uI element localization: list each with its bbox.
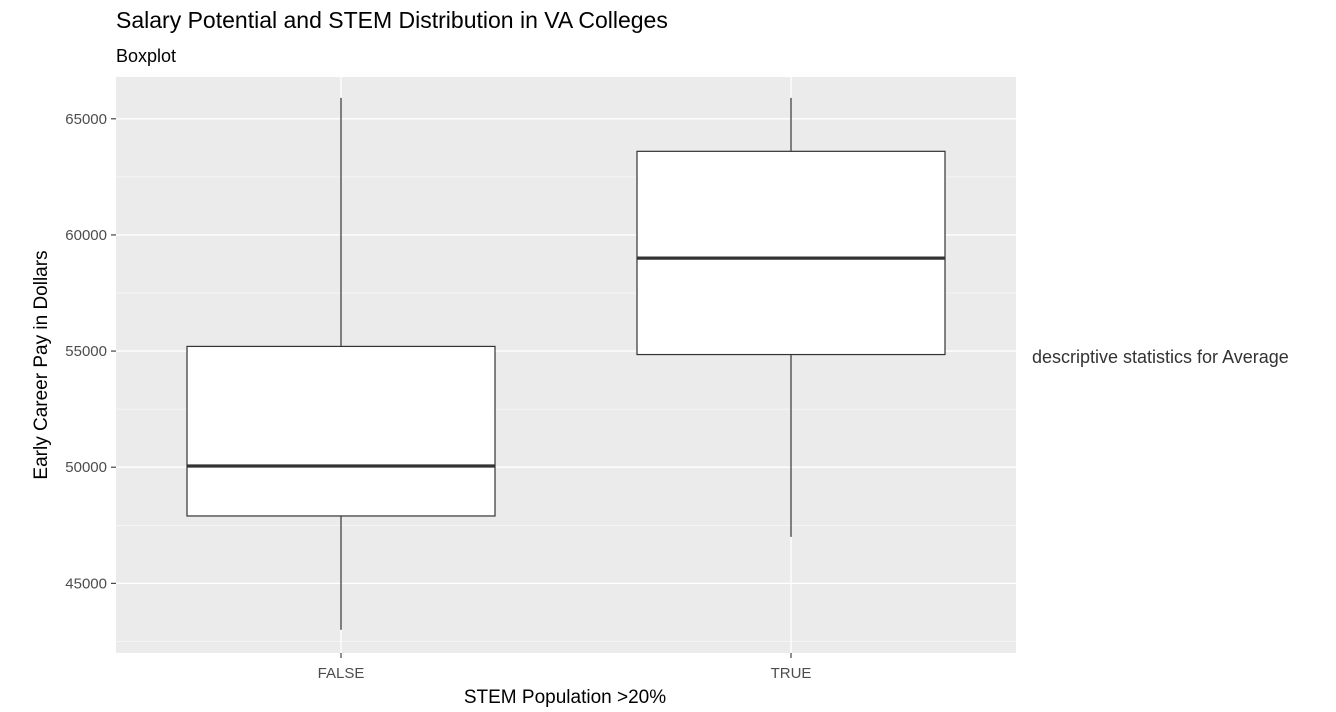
- iqr-box: [636, 150, 946, 356]
- y-tick-label: 55000: [65, 343, 107, 360]
- boxes: [186, 97, 946, 630]
- x-tick-label: TRUE: [771, 665, 812, 682]
- y-tick-label: 45000: [65, 575, 107, 592]
- axes: 45000 50000 55000 60000 65000 FALSE TRUE: [65, 111, 811, 682]
- y-tick-label: 65000: [65, 111, 107, 128]
- x-tick-label: FALSE: [318, 665, 365, 682]
- chart-title: Salary Potential and STEM Distribution i…: [116, 7, 668, 33]
- iqr-box: [186, 345, 496, 517]
- chart-subtitle: Boxplot: [116, 46, 176, 66]
- y-axis-title: Early Career Pay in Dollars: [31, 250, 52, 479]
- y-tick-label: 50000: [65, 459, 107, 476]
- side-annotation: descriptive statistics for Average: [1032, 347, 1289, 367]
- box-false: [186, 97, 496, 630]
- x-axis-title: STEM Population >20%: [464, 687, 666, 708]
- y-tick-label: 60000: [65, 227, 107, 244]
- box-true: [636, 97, 946, 537]
